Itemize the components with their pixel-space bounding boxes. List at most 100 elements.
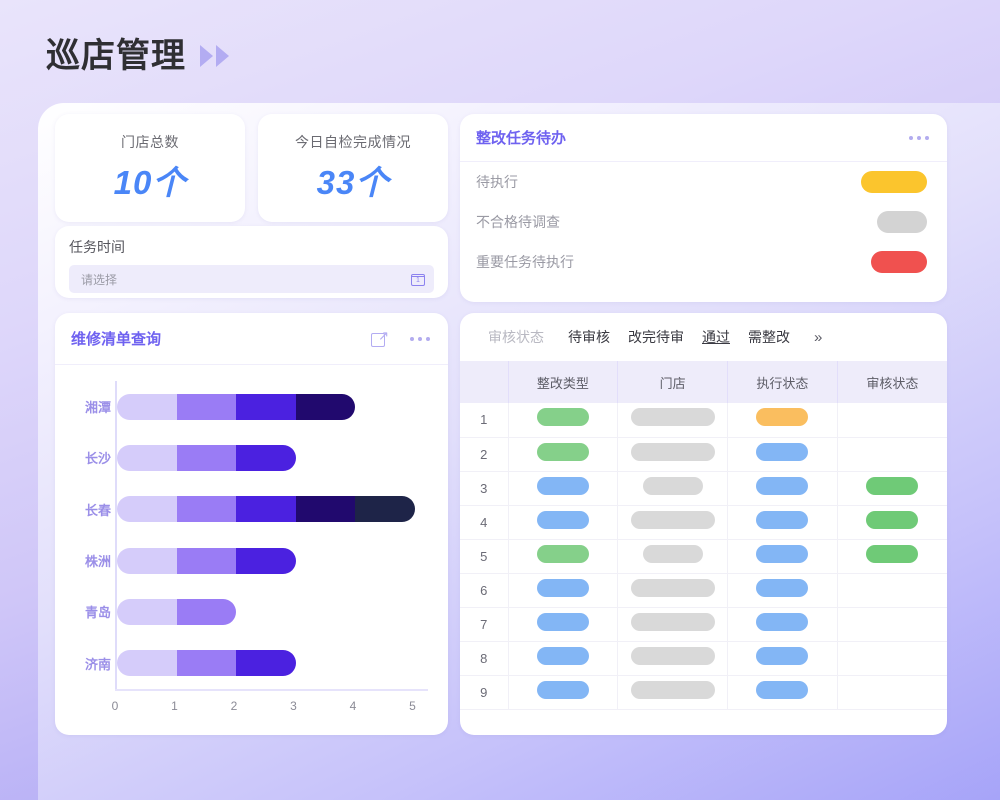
table-cell <box>837 471 947 506</box>
table-cell <box>617 539 728 574</box>
filter-tab-通过[interactable]: 通过 <box>702 329 730 345</box>
filter-tab-需整改[interactable]: 需整改 <box>748 329 790 345</box>
x-axis-tick: 0 <box>111 699 119 713</box>
todo-row-label: 待执行 <box>476 174 518 190</box>
table-cell <box>837 505 947 540</box>
calendar-icon[interactable]: 1 <box>411 272 425 286</box>
filter-tab-改完待审[interactable]: 改完待审 <box>628 329 684 345</box>
table-cell <box>727 675 838 710</box>
share-export-icon[interactable]: ↗ <box>371 329 389 347</box>
stacked-bar <box>117 393 355 420</box>
cell-placeholder-pill <box>866 544 919 563</box>
table-row[interactable]: 2 <box>460 437 947 472</box>
cell-placeholder-pill <box>630 408 715 427</box>
bar-segment <box>176 444 236 471</box>
table-cell <box>727 573 838 608</box>
table-row[interactable]: 8 <box>460 641 947 676</box>
cell-placeholder-pill <box>536 476 589 495</box>
row-index: 8 <box>460 641 509 676</box>
table-row[interactable]: 1 <box>460 403 947 438</box>
todo-card-header: 整改任务待办 <box>460 114 947 162</box>
row-index: 2 <box>460 437 509 472</box>
column-header-整改类型: 整改类型 <box>508 361 619 403</box>
bar-category-label: 长春 <box>84 502 111 518</box>
table-row[interactable]: 7 <box>460 607 947 642</box>
stacked-bar <box>117 496 415 523</box>
table-cell <box>508 641 619 676</box>
bar-segment <box>176 547 236 574</box>
table-cell <box>508 437 619 472</box>
cell-placeholder-pill <box>630 612 715 631</box>
table-row[interactable]: 4 <box>460 505 947 540</box>
bar-segment <box>236 444 296 471</box>
cell-placeholder-pill <box>756 476 809 495</box>
table-cell <box>617 641 728 676</box>
cell-placeholder-pill <box>756 510 809 529</box>
todo-row[interactable]: 待执行 <box>460 162 947 202</box>
table-row[interactable]: 9 <box>460 675 947 710</box>
todo-row-status-pill <box>861 171 927 193</box>
table-row[interactable]: 6 <box>460 573 947 608</box>
bar-category-label: 济南 <box>84 656 111 672</box>
table-cell <box>508 573 619 608</box>
bar-segment <box>176 598 236 625</box>
page-title: 巡店管理 <box>46 37 186 75</box>
todo-card-title: 整改任务待办 <box>476 130 567 147</box>
table-row[interactable]: 3 <box>460 471 947 506</box>
todo-row[interactable]: 不合格待调查 <box>460 202 947 242</box>
table-cell <box>837 403 947 438</box>
table-cell <box>508 403 619 438</box>
stat-value: 10个 <box>113 164 187 201</box>
bar-segment <box>236 393 296 420</box>
x-axis-tick: 4 <box>349 699 357 713</box>
bar-category-label: 青岛 <box>84 605 111 621</box>
task-time-placeholder: 请选择 <box>81 272 118 287</box>
cell-placeholder-pill <box>630 680 715 699</box>
todo-row[interactable]: 重要任务待执行 <box>460 242 947 282</box>
table-cell <box>837 437 947 472</box>
cell-placeholder-pill <box>630 510 715 529</box>
table-cell <box>617 675 728 710</box>
stat-label: 今日自检完成情况 <box>295 134 411 150</box>
table-cell <box>617 437 728 472</box>
filter-tab-待审核[interactable]: 待审核 <box>568 329 610 345</box>
stacked-bar <box>117 650 296 677</box>
row-index: 1 <box>460 403 509 438</box>
chart-card-header: 维修清单查询 ↗ <box>55 313 448 365</box>
table-cell <box>727 505 838 540</box>
filter-more-icon[interactable]: » <box>814 328 823 346</box>
todo-row-label: 重要任务待执行 <box>476 254 574 270</box>
table-cell <box>727 539 838 574</box>
cell-placeholder-pill <box>630 578 715 597</box>
table-cell <box>508 675 619 710</box>
x-axis-tick: 3 <box>290 699 297 713</box>
cell-placeholder-pill <box>536 510 589 529</box>
table-cell <box>508 471 619 506</box>
cell-placeholder-pill <box>642 544 703 563</box>
bar-segment <box>236 547 296 574</box>
filter-label: 审核状态 <box>488 329 544 345</box>
stat-value: 33个 <box>316 164 390 201</box>
table-cell <box>617 471 728 506</box>
ellipsis-icon[interactable] <box>909 135 929 140</box>
table-cell <box>727 607 838 642</box>
bar-row: 长沙 <box>85 432 428 483</box>
task-time-picker[interactable]: 请选择 1 <box>69 265 434 293</box>
bar-segment <box>117 547 177 574</box>
bar-segment <box>117 496 177 523</box>
cell-placeholder-pill <box>756 646 809 665</box>
cell-placeholder-pill <box>536 680 589 699</box>
stat-label: 门店总数 <box>121 134 179 150</box>
ellipsis-icon[interactable] <box>410 336 430 341</box>
stat-card-selfcheck-today: 今日自检完成情况 33个 <box>258 114 448 222</box>
cell-placeholder-pill <box>866 510 919 529</box>
bar-segment <box>236 496 296 523</box>
bar-segment <box>355 496 415 523</box>
double-chevron-right-icon <box>200 44 229 67</box>
table-row[interactable]: 5 <box>460 539 947 574</box>
cell-placeholder-pill <box>756 680 809 699</box>
stacked-bar <box>117 547 296 574</box>
bar-chart: 湘潭 长沙 长春 株洲 青岛 济南 0 1 2 3 4 5 <box>55 365 448 733</box>
table-cell <box>508 607 619 642</box>
